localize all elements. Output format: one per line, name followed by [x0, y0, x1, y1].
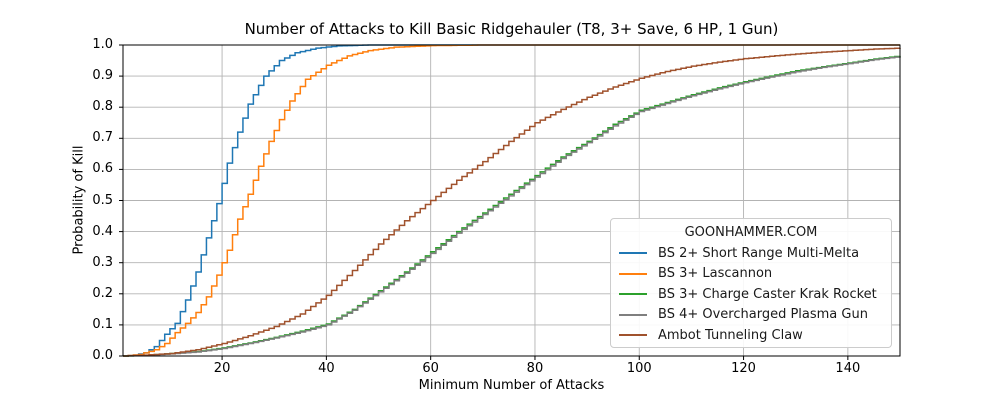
x-tick-label: 20 — [213, 361, 231, 376]
x-tick-label: 100 — [626, 361, 652, 376]
legend-swatch-icon — [619, 272, 647, 275]
legend-item: Ambot Tunneling Claw — [619, 325, 883, 346]
y-tick-label: 0.6 — [92, 161, 113, 177]
y-tick-label: 0.5 — [92, 192, 113, 208]
legend-swatch-icon — [619, 293, 647, 296]
x-tick-label: 40 — [318, 361, 335, 376]
legend-item: BS 4+ Overcharged Plasma Gun — [619, 305, 883, 326]
y-tick-label: 0.8 — [92, 99, 113, 115]
y-tick-label: 1.0 — [92, 37, 113, 52]
y-tick-label: 0.7 — [92, 130, 113, 146]
legend-label: BS 2+ Short Range Multi-Melta — [658, 245, 860, 261]
legend-label: BS 3+ Lascannon — [658, 266, 773, 282]
legend-label: Ambot Tunneling Claw — [658, 327, 803, 343]
y-tick-label: 0.4 — [92, 223, 113, 239]
x-tick-label: 60 — [422, 361, 439, 376]
x-tick-label: 80 — [526, 361, 544, 376]
series-line-bs-4-overcharged-plasma-gun — [123, 56, 901, 357]
chart-title: Number of Attacks to Kill Basic Ridgehau… — [244, 20, 779, 38]
series-line-ambot-tunneling-claw — [123, 47, 901, 357]
y-tick-label: 0.9 — [92, 68, 113, 84]
legend-swatch-icon — [619, 252, 647, 255]
y-tick-label: 0.1 — [92, 316, 113, 332]
legend-swatch-icon — [619, 334, 647, 337]
legend-label: BS 3+ Charge Caster Krak Rocket — [658, 286, 877, 302]
legend-item: BS 3+ Charge Caster Krak Rocket — [619, 284, 883, 305]
legend-swatch-icon — [619, 313, 647, 316]
legend-box: GOONHAMMER.COM BS 2+ Short Range Multi-M… — [610, 218, 892, 348]
x-tick-label: 140 — [835, 361, 861, 376]
x-axis-label: Minimum Number of Attacks — [418, 378, 605, 393]
x-tick-label: 120 — [731, 361, 756, 376]
y-tick-label: 0.3 — [92, 254, 113, 270]
y-tick-label: 0.0 — [92, 348, 113, 363]
legend-label: BS 4+ Overcharged Plasma Gun — [658, 307, 868, 323]
y-tick-label: 0.2 — [92, 285, 113, 301]
legend-item: BS 2+ Short Range Multi-Melta — [619, 243, 883, 264]
legend-title: GOONHAMMER.COM — [684, 225, 818, 240]
legend-item: BS 3+ Lascannon — [619, 264, 883, 285]
